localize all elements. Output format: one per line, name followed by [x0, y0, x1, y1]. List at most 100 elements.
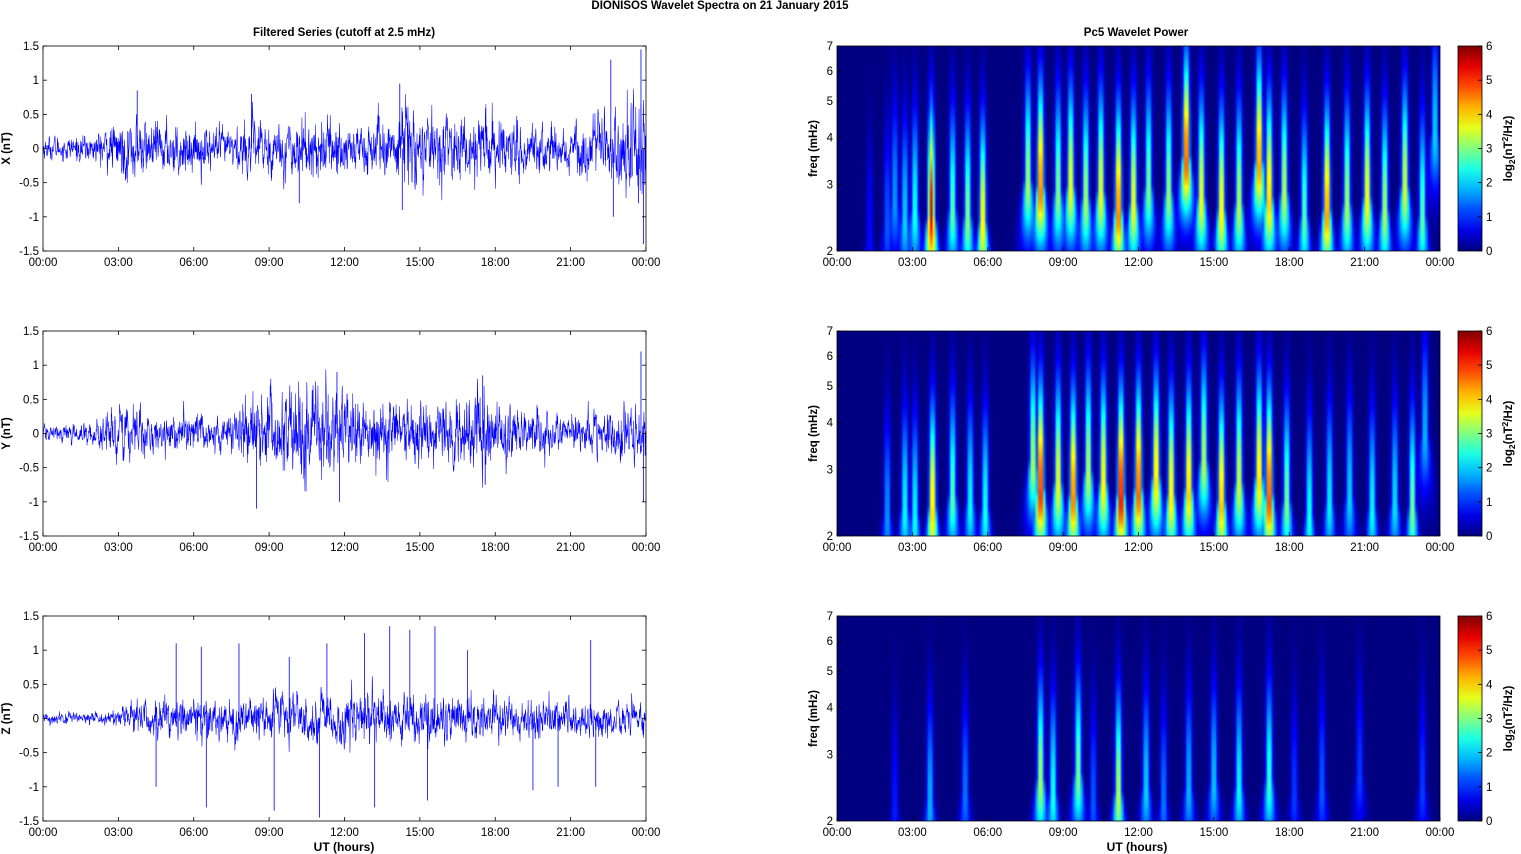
- x-tick-label: 21:00: [1350, 542, 1379, 554]
- x-tick-label: 12:00: [330, 827, 359, 839]
- x-tick-label: 15:00: [405, 542, 434, 554]
- y-tick-label: 0.5: [23, 679, 39, 691]
- x-tick-label: 06:00: [973, 827, 1002, 839]
- y-tick-label: 5: [827, 381, 833, 393]
- x-tick-label: 00:00: [823, 257, 852, 269]
- wavelet-power-map: [837, 46, 1440, 251]
- y-tick-label: -0.5: [19, 748, 39, 760]
- y-axis-label: Z (nT): [1, 702, 13, 734]
- colorbar-tick-label: 2: [1486, 463, 1492, 475]
- y-tick-label: 1.5: [23, 326, 39, 338]
- x-tick-label: 06:00: [179, 827, 208, 839]
- x-tick-label: 03:00: [104, 257, 133, 269]
- colorbar-tick-label: 5: [1486, 75, 1492, 87]
- x-tick-label: 00:00: [1426, 542, 1455, 554]
- y-tick-label: -1: [29, 782, 39, 794]
- y-tick-label: -1.5: [19, 816, 39, 828]
- data-line: [42, 369, 647, 492]
- colorbar-tick-label: 4: [1486, 109, 1493, 121]
- colorbar-tick-label: 0: [1486, 531, 1492, 543]
- x-tick-label: 12:00: [1124, 542, 1153, 554]
- y-tick-label: 1: [33, 360, 39, 372]
- x-tick-label: 09:00: [1049, 827, 1078, 839]
- colorbar-tick-label: 1: [1486, 497, 1492, 509]
- colorbar-tick-label: 2: [1486, 748, 1492, 760]
- left-column-title: Filtered Series (cutoff at 2.5 mHz): [253, 27, 435, 39]
- x-tick-label: 00:00: [29, 827, 58, 839]
- x-tick-label: 15:00: [1199, 257, 1228, 269]
- colorbar-tick-label: 0: [1486, 246, 1492, 258]
- y-tick-label: 5: [827, 96, 833, 108]
- x-tick-label: 03:00: [104, 827, 133, 839]
- x-tick-label: 00:00: [632, 257, 661, 269]
- x-tick-label: 00:00: [632, 827, 661, 839]
- x-tick-label: 09:00: [1049, 542, 1078, 554]
- x-tick-label: 00:00: [29, 257, 58, 269]
- x-tick-label: 18:00: [1275, 257, 1304, 269]
- x-tick-label: 09:00: [255, 542, 284, 554]
- x-tick-label: 18:00: [481, 257, 510, 269]
- y-tick-label: 6: [827, 636, 833, 648]
- x-tick-label: 00:00: [1426, 827, 1455, 839]
- y-axis-label: X (nT): [1, 132, 13, 165]
- x-tick-label: 21:00: [1350, 257, 1379, 269]
- time-series-panel: 1.510.50-0.5-1-1.500:00 03:00 06:00 09:00 12…: [1, 41, 660, 269]
- y-tick-label: 6: [827, 66, 833, 78]
- x-tick-label: 12:00: [1124, 257, 1153, 269]
- x-tick-label: 00:00: [632, 542, 661, 554]
- y-axis-label: Y (nT): [1, 417, 13, 450]
- y-tick-label: 1: [33, 645, 39, 657]
- y-tick-label: -0.5: [19, 463, 39, 475]
- time-series-panel: 1.510.50-0.5-1-1.500:00 03:00 06:00 09:00 12…: [1, 326, 660, 554]
- y-axis-label: freq (mHz): [808, 405, 820, 462]
- colorbar-tick-label: 0: [1486, 816, 1492, 828]
- x-tick-label: 06:00: [179, 542, 208, 554]
- x-tick-label: 06:00: [973, 257, 1002, 269]
- y-tick-label: 0: [33, 144, 39, 156]
- colorbar-tick-label: 1: [1486, 782, 1492, 794]
- colorbar-tick-label: 4: [1486, 394, 1493, 406]
- y-tick-label: 4: [827, 703, 834, 715]
- colorbar-tick-label: 2: [1486, 178, 1492, 190]
- x-tick-label: 03:00: [104, 542, 133, 554]
- wavelet-panel: 2 3 4 5 6 7 00:00 03:00 06:00 09:00 12:00 15:00 18:0…: [808, 41, 1517, 269]
- y-tick-label: 2: [827, 816, 833, 828]
- x-tick-label: 06:00: [179, 257, 208, 269]
- colorbar-tick-label: 3: [1486, 714, 1492, 726]
- y-tick-label: 0.5: [23, 109, 39, 121]
- y-tick-label: 7: [827, 611, 833, 623]
- figure-title: DIONISOS Wavelet Spectra on 21 January 2…: [591, 0, 849, 12]
- x-tick-label: 12:00: [1124, 827, 1153, 839]
- x-tick-label: 00:00: [29, 542, 58, 554]
- y-tick-label: 0.5: [23, 394, 39, 406]
- y-tick-label: 1.5: [23, 41, 39, 53]
- x-tick-label: 15:00: [1199, 827, 1228, 839]
- y-tick-label: 0: [33, 429, 39, 441]
- colorbar-label: log2(nT2/Hz): [1500, 400, 1517, 466]
- y-tick-label: 1: [33, 75, 39, 87]
- x-tick-label: 21:00: [556, 257, 585, 269]
- colorbar-tick-label: 6: [1486, 326, 1492, 338]
- time-series-panel: 1.510.50-0.5-1-1.500:00 03:00 06:00 09:00 12…: [1, 611, 660, 839]
- y-tick-label: 4: [827, 418, 834, 430]
- y-tick-label: 5: [827, 666, 833, 678]
- x-tick-label: 12:00: [330, 542, 359, 554]
- colorbar-tick-label: 3: [1486, 144, 1492, 156]
- x-tick-label: 21:00: [556, 827, 585, 839]
- x-tick-label: 00:00: [823, 542, 852, 554]
- x-tick-label: 15:00: [1199, 542, 1228, 554]
- colorbar-label: log2(nT2/Hz): [1500, 685, 1517, 751]
- x-tick-label: 18:00: [481, 542, 510, 554]
- colorbar-tick-label: 4: [1486, 679, 1493, 691]
- y-tick-label: 2: [827, 531, 833, 543]
- colorbar-tick-label: 5: [1486, 645, 1492, 657]
- y-tick-label: 7: [827, 41, 833, 53]
- y-tick-label: 4: [827, 133, 834, 145]
- left-x-axis-label: UT (hours): [314, 840, 375, 854]
- x-tick-label: 09:00: [1049, 257, 1078, 269]
- colorbar-label: log2(nT2/Hz): [1500, 115, 1517, 181]
- y-tick-label: -1: [29, 212, 39, 224]
- x-tick-label: 12:00: [330, 257, 359, 269]
- x-tick-label: 18:00: [481, 827, 510, 839]
- x-tick-label: 15:00: [405, 827, 434, 839]
